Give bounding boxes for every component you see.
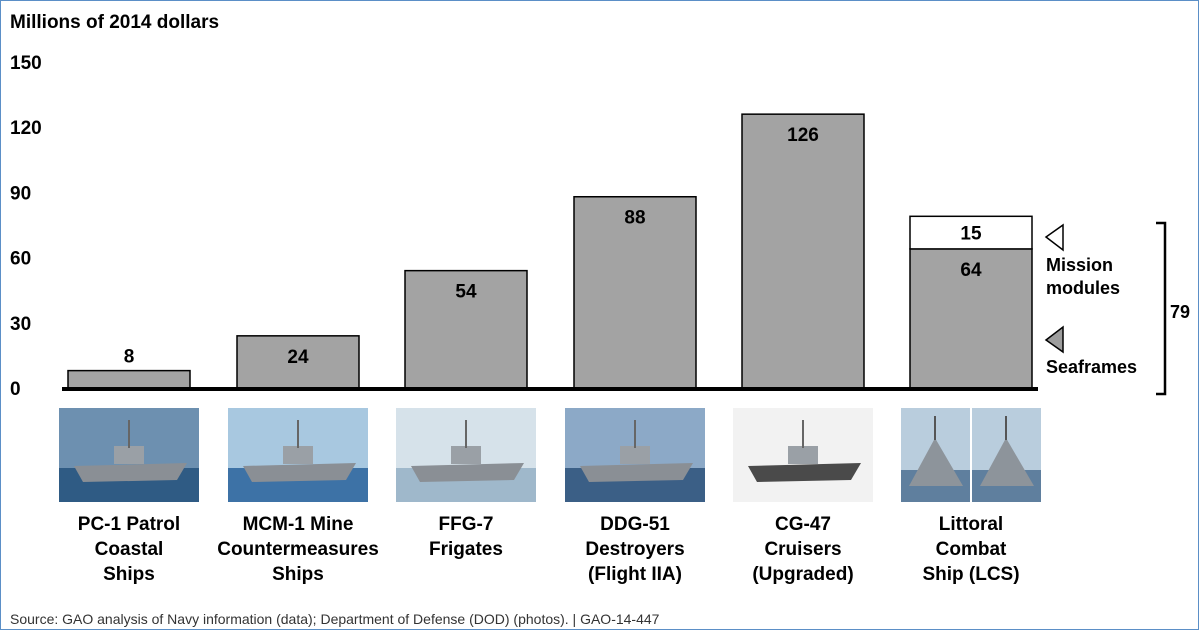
bar-seaframe bbox=[67, 369, 191, 389]
category-label: Ship (LCS) bbox=[922, 564, 1019, 585]
mission-modules-label-line1: Mission bbox=[1046, 255, 1113, 275]
littoral-combat-ship-photos bbox=[901, 408, 1041, 502]
category-label: (Flight IIA) bbox=[588, 564, 682, 585]
source-note: Source: GAO analysis of Navy information… bbox=[10, 611, 660, 627]
y-ticks: 0 30 60 90 120 150 bbox=[10, 53, 42, 400]
category-label: Ships bbox=[272, 564, 324, 585]
bar-seaframe bbox=[573, 195, 697, 389]
mission-modules-value-label: 15 bbox=[960, 223, 982, 244]
category-label: DDG-51 bbox=[600, 514, 670, 535]
total-bracket bbox=[1156, 221, 1167, 396]
category-label: Coastal bbox=[95, 539, 164, 560]
category-label: FFG-7 bbox=[439, 514, 494, 535]
category-label: PC-1 Patrol bbox=[78, 514, 180, 535]
category-label: Cruisers bbox=[764, 539, 841, 560]
y-tick-label: 120 bbox=[10, 118, 42, 139]
category-label: (Upgraded) bbox=[752, 564, 853, 585]
category-label: Littoral bbox=[939, 514, 1003, 535]
bars: 8 24 54 88 126 15 64 bbox=[62, 113, 1038, 391]
frigate-photo bbox=[396, 408, 536, 502]
lcs-total-label: 79 bbox=[1170, 302, 1190, 322]
category-label: Combat bbox=[936, 539, 1007, 560]
y-tick-label: 60 bbox=[10, 249, 31, 270]
patrol-ship-photo bbox=[59, 408, 199, 502]
category-label: Destroyers bbox=[585, 539, 684, 560]
category-label: Ships bbox=[103, 564, 155, 585]
category-labels: PC-1 Patrol Coastal Ships MCM-1 Mine Counter… bbox=[78, 514, 1020, 585]
bar-seaframe bbox=[909, 248, 1033, 389]
y-tick-label: 0 bbox=[10, 379, 21, 400]
seaframes-marker-icon bbox=[1044, 325, 1064, 354]
y-tick-label: 30 bbox=[10, 314, 31, 335]
ship-photos bbox=[59, 408, 1041, 502]
seaframes-label: Seaframes bbox=[1046, 357, 1137, 377]
bar-value-label: 54 bbox=[455, 282, 477, 303]
destroyer-photo bbox=[565, 408, 705, 502]
y-axis-label: Millions of 2014 dollars bbox=[10, 12, 219, 33]
bar-value-label: 24 bbox=[287, 347, 309, 368]
mine-countermeasures-ship-photo bbox=[228, 408, 368, 502]
bar-value-label: 88 bbox=[624, 208, 645, 229]
category-label: Countermeasures bbox=[217, 539, 379, 560]
bar-seaframe bbox=[741, 113, 865, 389]
bar-value-label: 8 bbox=[124, 347, 135, 368]
bar-value-label: 126 bbox=[787, 125, 819, 146]
bar-value-label: 64 bbox=[960, 260, 982, 281]
category-label: Frigates bbox=[429, 539, 503, 560]
category-label: CG-47 bbox=[775, 514, 831, 535]
mission-modules-label-line2: modules bbox=[1046, 278, 1120, 298]
bar-mission-modules bbox=[909, 215, 1033, 250]
y-tick-label: 90 bbox=[10, 183, 31, 204]
category-label: MCM-1 Mine bbox=[243, 514, 354, 535]
bar-seaframe bbox=[404, 269, 528, 389]
mission-modules-marker-icon bbox=[1044, 223, 1064, 252]
y-tick-label: 150 bbox=[10, 53, 42, 74]
cruiser-photo bbox=[733, 408, 873, 502]
